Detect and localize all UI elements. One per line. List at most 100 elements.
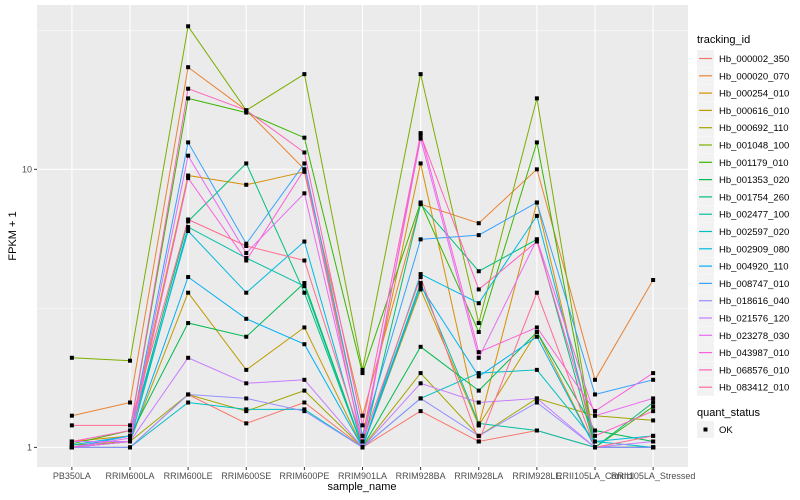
legend-label: Hb_000616_010 — [719, 106, 789, 117]
data-point — [69, 413, 74, 418]
data-point — [302, 135, 307, 140]
data-point — [186, 153, 191, 158]
data-point — [302, 290, 307, 295]
legend-title: tracking_id — [697, 34, 750, 46]
data-point — [476, 287, 481, 292]
data-point — [418, 272, 423, 277]
legend-label: Hb_023278_030 — [719, 331, 789, 342]
data-point — [302, 400, 307, 405]
data-point — [302, 258, 307, 263]
x-tick-label: RRIM600SE — [221, 471, 271, 481]
x-tick-label: PB350LA — [53, 471, 91, 481]
data-point — [186, 176, 191, 181]
data-point — [476, 329, 481, 334]
data-point — [360, 371, 365, 376]
data-point — [186, 392, 191, 397]
data-point — [534, 237, 539, 242]
data-point — [186, 225, 191, 230]
data-point — [128, 445, 132, 450]
data-point — [418, 287, 423, 292]
data-point — [418, 284, 423, 289]
data-point — [244, 407, 249, 412]
data-point — [302, 409, 307, 414]
data-point — [593, 439, 597, 444]
data-point — [186, 140, 191, 145]
data-point — [418, 396, 423, 401]
data-point — [651, 377, 656, 382]
legend-label: Hb_002909_080 — [719, 244, 789, 255]
data-point — [186, 229, 191, 234]
x-axis-label: sample_name — [327, 481, 396, 493]
data-point — [476, 321, 481, 326]
data-point — [651, 418, 656, 423]
data-point — [186, 173, 191, 178]
data-point — [302, 342, 307, 347]
data-point — [593, 413, 597, 418]
data-point — [651, 371, 656, 376]
x-tick-label: RRIM901LA — [338, 471, 387, 481]
data-point — [244, 182, 249, 187]
legend-label: Hb_001353_020 — [719, 175, 789, 186]
data-point — [534, 200, 539, 205]
y-axis-label: FPKM + 1 — [7, 211, 19, 260]
legend-label: Hb_000692_110 — [719, 123, 789, 134]
legend-label: Hb_001179_010 — [719, 158, 789, 169]
data-point — [302, 191, 307, 196]
data-point — [302, 72, 307, 77]
data-point — [302, 377, 307, 382]
x-tick-label: RRII105LA_Control — [556, 471, 634, 481]
data-point — [69, 445, 74, 450]
data-point — [186, 290, 191, 295]
data-point — [244, 243, 249, 248]
data-point — [186, 321, 191, 326]
data-point — [651, 439, 656, 444]
data-point — [476, 421, 481, 426]
data-point — [302, 239, 307, 244]
data-point — [418, 274, 423, 279]
data-point — [302, 325, 307, 330]
shape-legend-point-icon — [703, 427, 708, 432]
data-point — [244, 255, 249, 260]
data-point — [476, 355, 481, 360]
data-point — [244, 290, 249, 295]
data-point — [534, 140, 539, 145]
legend-label: Hb_000002_350 — [719, 54, 789, 65]
data-point — [186, 355, 191, 360]
data-point — [69, 355, 74, 360]
data-point — [651, 396, 656, 401]
y-tick-label: 10 — [22, 164, 32, 174]
data-point — [651, 409, 656, 414]
data-point — [244, 110, 249, 115]
data-point — [593, 428, 597, 433]
data-point — [651, 277, 656, 282]
data-point — [476, 374, 481, 379]
data-point — [360, 445, 365, 450]
legend-label: Hb_021576_120 — [719, 314, 789, 325]
data-point — [476, 400, 481, 405]
data-point — [69, 423, 74, 428]
data-point — [244, 161, 249, 166]
data-point — [128, 436, 132, 441]
data-point — [651, 404, 656, 409]
data-point — [128, 358, 132, 363]
data-point — [186, 24, 191, 29]
data-point — [534, 400, 539, 405]
data-point — [476, 233, 481, 238]
data-point — [186, 96, 191, 101]
legend-label: Hb_083412_010 — [719, 383, 789, 394]
data-point — [534, 367, 539, 372]
data-point — [534, 396, 539, 401]
data-point — [302, 167, 307, 172]
data-point — [186, 217, 191, 222]
y-tick-label: 1 — [27, 442, 32, 452]
data-point — [476, 371, 481, 376]
data-point — [244, 316, 249, 321]
x-tick-label: RRIM600LE — [164, 471, 213, 481]
data-point — [360, 439, 365, 444]
legend-label: Hb_043987_010 — [719, 348, 789, 359]
legend-label: Hb_008747_010 — [719, 279, 789, 290]
data-point — [244, 334, 249, 339]
data-point — [418, 132, 423, 137]
data-point — [476, 221, 481, 226]
